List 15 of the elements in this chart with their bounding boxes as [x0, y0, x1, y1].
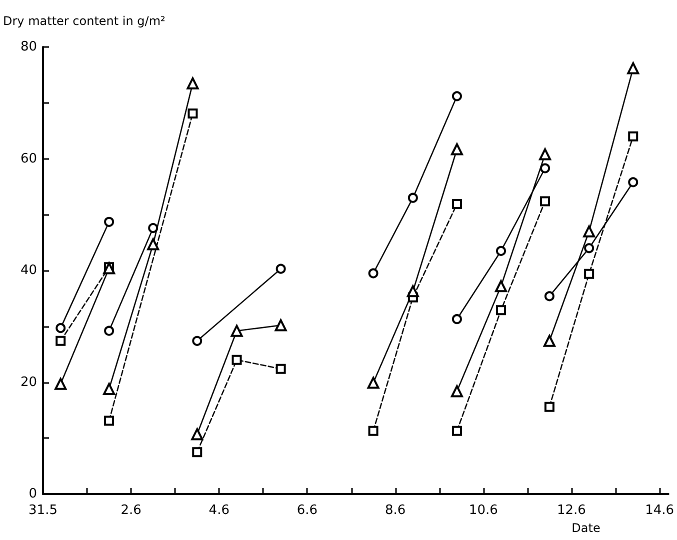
x-tick-label: 12.6	[556, 503, 586, 518]
x-tick-label: 6.6	[296, 503, 318, 518]
x-tick-label: 2.6	[120, 503, 142, 518]
y-tick-label: 40	[20, 263, 37, 278]
x-tick-label: 31.5	[28, 503, 58, 518]
y-tick-label: 20	[20, 374, 37, 390]
y-tick-label: 80	[20, 40, 37, 54]
x-tick-label: 4.6	[208, 503, 230, 518]
x-tick-label: 14.6	[645, 503, 674, 518]
x-axis-title: Date	[572, 521, 600, 535]
x-tick-label: 8.6	[384, 503, 406, 518]
y-axis-title: Dry matter content in g/m²	[3, 14, 166, 28]
y-tick-label: 60	[20, 151, 37, 166]
y-tick-label: 0	[28, 486, 37, 502]
x-tick-label: 10.6	[468, 503, 498, 518]
